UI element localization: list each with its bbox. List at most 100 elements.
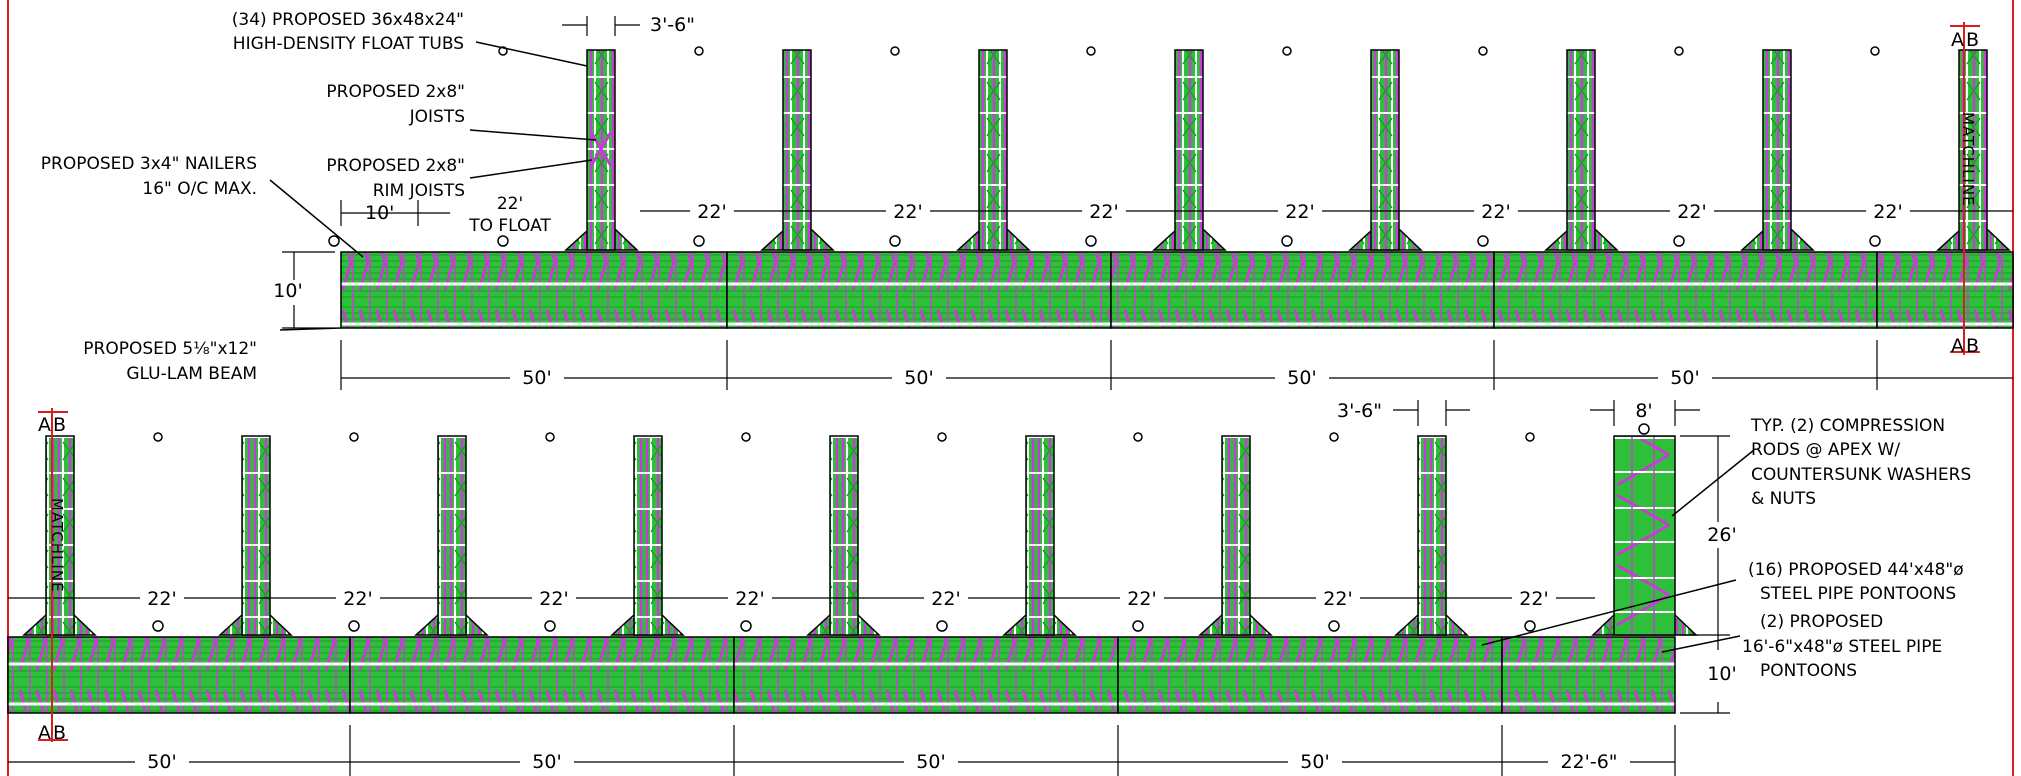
walkway-section-4 — [1493, 251, 1878, 329]
finger — [956, 49, 1031, 251]
end-t-platform — [1591, 435, 1698, 636]
dim-finger-spacing: 22' — [1285, 201, 1314, 223]
note-nailers-1: PROPOSED 3x4" NAILERS — [41, 154, 257, 174]
finger — [1394, 435, 1469, 636]
float-marker — [1086, 46, 1096, 56]
top-fingers — [564, 49, 2011, 251]
dim-end-width: 8' — [1635, 400, 1652, 422]
dim-finger-spacing: 22' — [1127, 588, 1156, 610]
finger — [1544, 49, 1619, 251]
note-nailers-2: 16" O/C MAX. — [142, 179, 257, 199]
float-marker — [1281, 235, 1293, 247]
note-pontoons-16-1: (16) PROPOSED 44'x48"ø — [1748, 560, 1964, 580]
note-float-tubs-2: HIGH-DENSITY FLOAT TUBS — [233, 34, 464, 54]
top-annotations: (34) PROPOSED 36x48x24" HIGH-DENSITY FLO… — [41, 10, 695, 384]
note-compression-3: COUNTERSUNK WASHERS — [1751, 465, 1971, 485]
dim-finger-spacing: 22' — [893, 201, 922, 223]
float-marker — [544, 620, 556, 632]
bottom-annotations: 3'-6" 8' 26' 10' TYP. (2) COMPRESSION RO… — [1337, 400, 1971, 685]
matchline-b-label: B — [1966, 335, 1979, 357]
finger — [414, 435, 489, 636]
walkway-section-5 — [1876, 251, 2014, 329]
note-pontoons-16-2: STEEL PIPE PONTOONS — [1760, 584, 1956, 604]
bottom-walkway — [7, 636, 1676, 714]
note-to-float-2: TO FLOAT — [468, 216, 551, 236]
joist-x-detail — [589, 131, 613, 167]
note-glulam-1: PROPOSED 5⅛"x12" — [83, 339, 257, 359]
dim-finger-spacing: 22' — [1677, 201, 1706, 223]
matchline-b-label: B — [1966, 29, 1979, 51]
dim-section-length: 50' — [147, 751, 176, 773]
dim-section-length: 50' — [1287, 367, 1316, 389]
matchline-a-label: A — [1951, 29, 1964, 51]
dim-finger-spacing: 22' — [1873, 201, 1902, 223]
finger — [1740, 49, 1815, 251]
matchline-b-label: B — [53, 722, 66, 744]
float-marker — [1870, 46, 1880, 56]
walkway-section-8 — [733, 636, 1119, 714]
float-marker — [1133, 432, 1143, 442]
float-marker — [348, 620, 360, 632]
float-marker — [1674, 46, 1684, 56]
float-marker — [1525, 432, 1535, 442]
float-marker — [1329, 432, 1339, 442]
float-marker — [1328, 620, 1340, 632]
float-marker — [152, 620, 164, 632]
matchline-top-right: A B A B MATCHLINE — [1950, 22, 1980, 357]
note-pontoons-2-1: (2) PROPOSED — [1760, 612, 1883, 632]
walkway-section-9 — [1117, 636, 1503, 714]
float-marker — [937, 432, 947, 442]
float-marker — [498, 46, 508, 56]
dim-finger-spacing: 22' — [147, 588, 176, 610]
finger — [1198, 435, 1273, 636]
finger — [218, 435, 293, 636]
dim-finger-spacing: 22' — [343, 588, 372, 610]
float-marker — [1524, 620, 1536, 632]
dim-offset-10: 10' — [365, 202, 394, 224]
matchline-a-label: A — [38, 414, 51, 436]
dim-section-length: 50' — [522, 367, 551, 389]
walkway-section-10 — [1501, 636, 1676, 714]
finger — [1152, 49, 1227, 251]
float-marker — [349, 432, 359, 442]
note-glulam-2: GLU-LAM BEAM — [126, 364, 257, 384]
finger — [1348, 49, 1423, 251]
top-walkway — [340, 251, 2014, 329]
bottom-float-markers — [152, 423, 1650, 632]
finger — [806, 435, 881, 636]
matchline-bottom-left: A B A B MATCHLINE — [38, 408, 68, 744]
float-marker — [740, 620, 752, 632]
dim-finger-width: 3'-6" — [650, 14, 695, 36]
dim-section-length: 50' — [1300, 751, 1329, 773]
note-pontoons-2-2: 16'-6"x48"ø STEEL PIPE — [1742, 637, 1942, 657]
float-marker — [741, 432, 751, 442]
dim-section-length: 50' — [1670, 367, 1699, 389]
float-marker — [694, 46, 704, 56]
float-marker — [889, 235, 901, 247]
note-pontoons-2-3: PONTOONS — [1760, 661, 1857, 681]
dim-finger-spacing: 22' — [931, 588, 960, 610]
dim-finger-spacing: 22' — [539, 588, 568, 610]
dim-finger-spacing: 22' — [1481, 201, 1510, 223]
matchline-b-label: B — [53, 414, 66, 436]
walkway-section-3 — [1110, 251, 1495, 329]
walkway-section-1 — [340, 251, 728, 329]
top-leaders — [269, 41, 597, 331]
dim-section-length: 50' — [532, 751, 561, 773]
note-float-tubs-1: (34) PROPOSED 36x48x24" — [232, 10, 464, 30]
float-marker — [545, 432, 555, 442]
top-section-labels: 50' 50' 50' 50' — [510, 366, 1712, 390]
top-spacing-labels: 22' 22' 22' 22' 22' 22' 22' — [690, 198, 1910, 223]
float-marker — [890, 46, 900, 56]
finger — [760, 49, 835, 251]
dim-finger-spacing: 22' — [697, 201, 726, 223]
dim-finger-spacing: 22' — [735, 588, 764, 610]
float-marker — [153, 432, 163, 442]
float-marker — [1478, 46, 1488, 56]
float-marker — [497, 235, 509, 247]
finger — [22, 435, 97, 636]
matchline-label: MATCHLINE — [48, 498, 66, 593]
dim-end-section-length: 22'-6" — [1560, 751, 1617, 773]
note-compression-2: RODS @ APEX W/ — [1751, 440, 1900, 460]
float-marker — [1869, 235, 1881, 247]
